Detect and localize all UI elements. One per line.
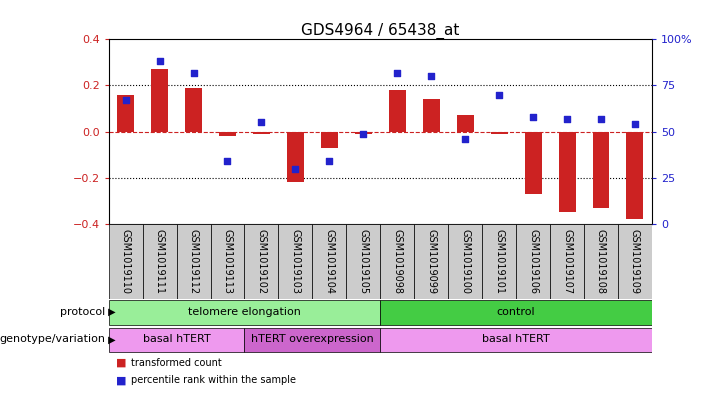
Bar: [618, 224, 652, 299]
Bar: [177, 224, 210, 299]
Bar: [381, 224, 414, 299]
Text: GSM1019110: GSM1019110: [121, 229, 130, 294]
Bar: [346, 224, 380, 299]
Bar: [381, 328, 652, 352]
Bar: [151, 69, 168, 132]
Bar: [253, 132, 270, 134]
Text: control: control: [497, 307, 536, 317]
Point: [222, 158, 233, 164]
Bar: [109, 300, 381, 325]
Text: ▶: ▶: [105, 307, 116, 317]
Text: GSM1019113: GSM1019113: [222, 229, 233, 294]
Bar: [423, 99, 440, 132]
Text: GSM1019100: GSM1019100: [460, 229, 470, 294]
Bar: [245, 328, 381, 352]
Point: [527, 114, 538, 120]
Bar: [550, 224, 584, 299]
Text: GSM1019104: GSM1019104: [325, 229, 334, 294]
Bar: [210, 224, 245, 299]
Bar: [524, 132, 542, 194]
Text: GSM1019108: GSM1019108: [596, 229, 606, 294]
Point: [358, 130, 369, 137]
Text: telomere elongation: telomere elongation: [188, 307, 301, 317]
Text: hTERT overexpression: hTERT overexpression: [251, 334, 374, 344]
Bar: [278, 224, 313, 299]
Text: GSM1019099: GSM1019099: [426, 229, 436, 294]
Text: GSM1019109: GSM1019109: [630, 229, 640, 294]
Point: [629, 121, 641, 127]
Bar: [584, 224, 618, 299]
Point: [120, 97, 131, 103]
Text: protocol: protocol: [60, 307, 105, 317]
Bar: [456, 116, 474, 132]
Point: [154, 58, 165, 64]
Bar: [142, 224, 177, 299]
Text: transformed count: transformed count: [131, 358, 222, 367]
Bar: [448, 224, 482, 299]
Text: GSM1019106: GSM1019106: [528, 229, 538, 294]
Bar: [287, 132, 304, 182]
Text: GSM1019107: GSM1019107: [562, 229, 572, 294]
Bar: [321, 132, 338, 148]
Text: ■: ■: [116, 375, 126, 385]
Point: [324, 158, 335, 164]
Point: [460, 136, 471, 142]
Point: [290, 165, 301, 172]
Bar: [109, 224, 142, 299]
Bar: [559, 132, 576, 213]
Text: GSM1019111: GSM1019111: [155, 229, 165, 294]
Bar: [313, 224, 346, 299]
Text: GSM1019101: GSM1019101: [494, 229, 504, 294]
Bar: [414, 224, 448, 299]
Text: ■: ■: [116, 358, 126, 367]
Text: GSM1019098: GSM1019098: [393, 229, 402, 294]
Bar: [117, 95, 134, 132]
Bar: [389, 90, 406, 132]
Bar: [491, 132, 508, 134]
Text: GSM1019103: GSM1019103: [290, 229, 301, 294]
Point: [188, 70, 199, 76]
Text: basal hTERT: basal hTERT: [143, 334, 210, 344]
Text: ▶: ▶: [105, 334, 116, 344]
Title: GDS4964 / 65438_at: GDS4964 / 65438_at: [301, 23, 459, 39]
Bar: [592, 132, 609, 208]
Bar: [245, 224, 278, 299]
Point: [256, 119, 267, 125]
Text: GSM1019102: GSM1019102: [257, 229, 266, 294]
Point: [595, 116, 606, 122]
Point: [392, 70, 403, 76]
Text: genotype/variation: genotype/variation: [0, 334, 105, 344]
Bar: [219, 132, 236, 136]
Point: [426, 73, 437, 79]
Bar: [109, 328, 245, 352]
Text: percentile rank within the sample: percentile rank within the sample: [131, 375, 296, 385]
Bar: [185, 88, 202, 132]
Text: GSM1019112: GSM1019112: [189, 229, 198, 294]
Text: GSM1019105: GSM1019105: [358, 229, 368, 294]
Point: [494, 92, 505, 98]
Bar: [627, 132, 644, 219]
Bar: [355, 132, 372, 134]
Point: [562, 116, 573, 122]
Text: basal hTERT: basal hTERT: [482, 334, 550, 344]
Bar: [516, 224, 550, 299]
Bar: [381, 300, 652, 325]
Bar: [482, 224, 516, 299]
